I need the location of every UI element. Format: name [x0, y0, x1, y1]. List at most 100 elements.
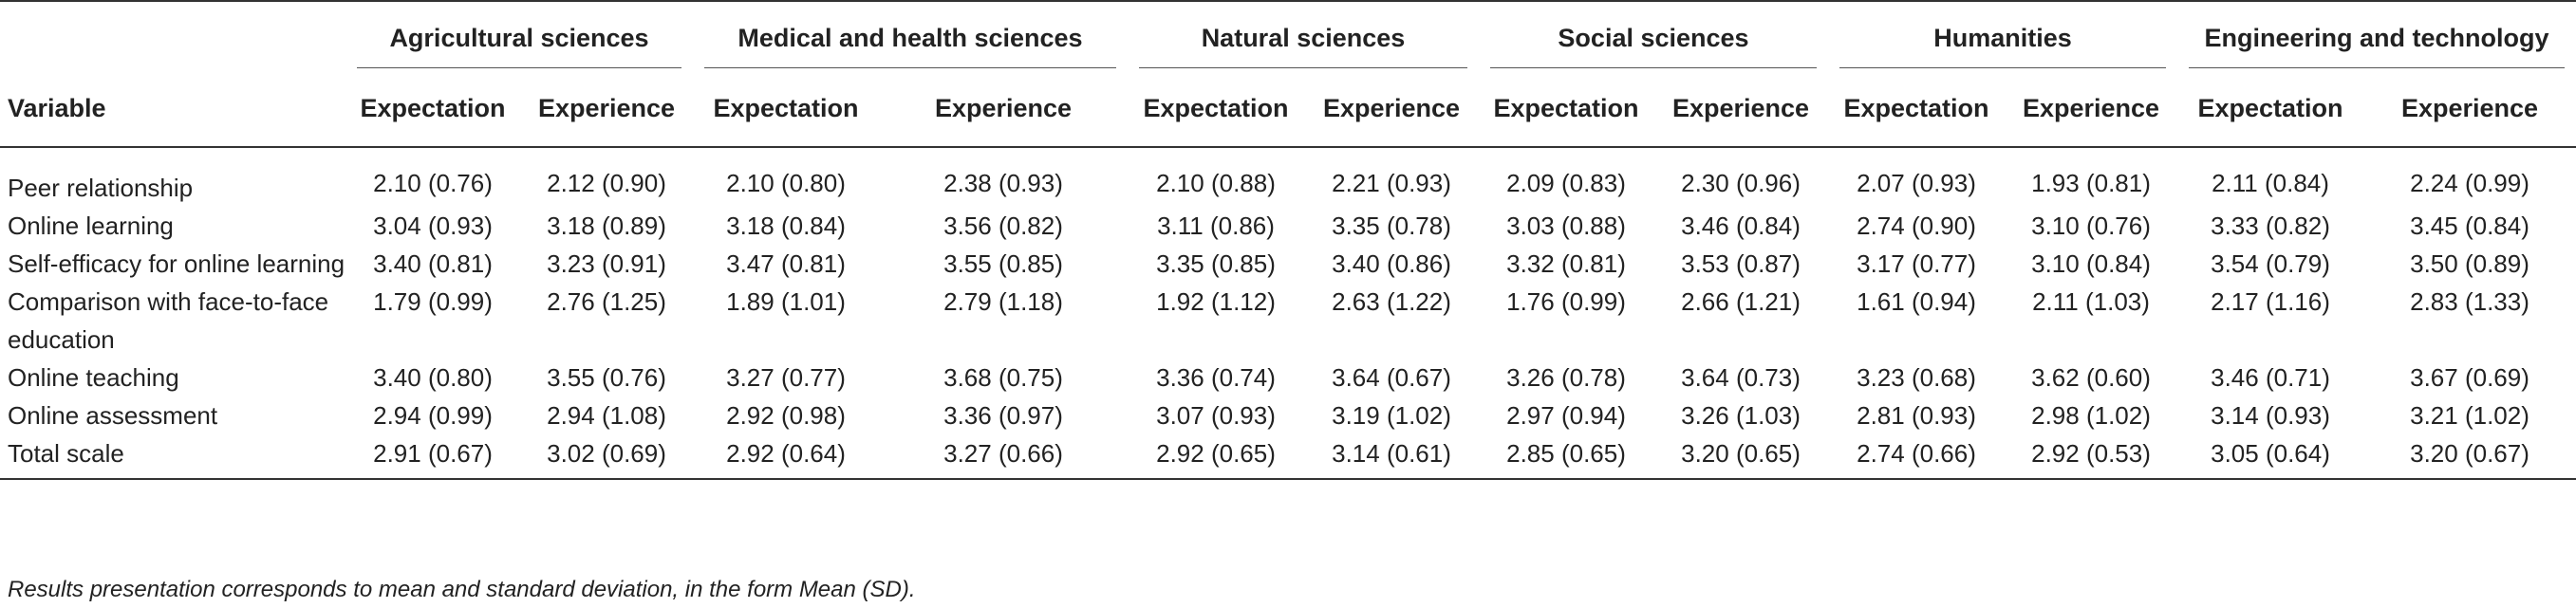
value-cell: 1.79 (0.99) — [373, 287, 493, 316]
value-cell: 3.21 (1.02) — [2410, 401, 2529, 430]
value-cell: 1.61 (0.94) — [1857, 287, 1976, 316]
group-header: Humanities — [1828, 6, 2177, 70]
table-row: Total scale 2.91 (0.67) 3.02 (0.69) 2.92… — [0, 434, 2576, 480]
table-row: Self-efficacy for online learning 3.40 (… — [0, 245, 2576, 283]
value-cell: 3.68 (0.75) — [943, 363, 1063, 392]
value-cell: 3.05 (0.64) — [2177, 434, 2363, 480]
value-cell: 2.94 (0.99) — [373, 401, 493, 430]
value-cell: 2.10 (0.88) — [1156, 169, 1276, 197]
group-header: Medical and health sciences — [693, 6, 1128, 70]
value-cell: 2.74 (0.90) — [1857, 212, 1976, 240]
experience-header: Experience — [879, 70, 1128, 148]
value-cell: 2.94 (1.08) — [547, 401, 666, 430]
table-footnote: Results presentation corresponds to mean… — [8, 577, 916, 602]
value-cell: 1.93 (0.81) — [2031, 169, 2151, 197]
variable-cell: Total scale — [0, 434, 345, 480]
group-header: Natural sciences — [1128, 6, 1479, 70]
value-cell: 2.91 (0.67) — [345, 434, 520, 480]
group-header: Engineering and technology — [2177, 6, 2576, 70]
value-cell: 2.97 (0.94) — [1506, 401, 1626, 430]
value-cell: 2.63 (1.22) — [1332, 287, 1451, 316]
value-cell: 3.54 (0.79) — [2211, 249, 2330, 278]
value-cell: 3.55 (0.76) — [547, 363, 666, 392]
value-cell: 2.11 (1.03) — [2032, 287, 2150, 316]
value-cell: 2.10 (0.80) — [726, 169, 846, 197]
value-cell: 2.07 (0.93) — [1857, 169, 1976, 197]
value-cell: 2.79 (1.18) — [943, 287, 1063, 316]
variable-cell: Online teaching — [8, 363, 179, 392]
expectation-header: Expectation — [345, 70, 520, 148]
experience-header: Experience — [2363, 70, 2576, 148]
table-row: Online teaching 3.40 (0.80) 3.55 (0.76) … — [0, 359, 2576, 396]
value-cell: 3.32 (0.81) — [1506, 249, 1626, 278]
value-cell: 2.92 (0.65) — [1128, 434, 1304, 480]
value-cell: 2.12 (0.90) — [547, 169, 666, 197]
value-cell: 3.64 (0.73) — [1681, 363, 1801, 392]
value-cell: 2.92 (0.53) — [2005, 434, 2177, 480]
expectation-header: Expectation — [693, 70, 879, 148]
table-row: Online learning 3.04 (0.93) 3.18 (0.89) … — [0, 207, 2576, 245]
value-cell: 2.24 (0.99) — [2410, 169, 2529, 197]
value-cell: 3.18 (0.84) — [726, 212, 846, 240]
value-cell: 3.11 (0.86) — [1157, 212, 1275, 240]
value-cell: 3.33 (0.82) — [2211, 212, 2330, 240]
value-cell: 3.19 (1.02) — [1332, 401, 1451, 430]
value-cell: 3.27 (0.66) — [879, 434, 1128, 480]
value-cell: 2.76 (1.25) — [547, 287, 666, 316]
value-cell: 2.83 (1.33) — [2410, 287, 2529, 316]
column-header-row: Variable Expectation Experience Expectat… — [0, 70, 2576, 148]
value-cell: 1.92 (1.12) — [1156, 287, 1276, 316]
variable-cell: Self-efficacy for online learning — [8, 249, 345, 278]
value-cell: 3.35 (0.78) — [1332, 212, 1451, 240]
variable-cell: Online learning — [8, 212, 174, 240]
group-header: Social sciences — [1479, 6, 1828, 70]
expectation-header: Expectation — [2177, 70, 2363, 148]
value-cell: 3.50 (0.89) — [2410, 249, 2529, 278]
value-cell: 2.17 (1.16) — [2211, 287, 2330, 316]
table-row: Peer relationship 2.10 (0.76) 2.12 (0.90… — [0, 147, 2576, 207]
value-cell: 2.11 (0.84) — [2212, 169, 2329, 197]
value-cell: 3.14 (0.61) — [1304, 434, 1479, 480]
value-cell: 2.21 (0.93) — [1332, 169, 1451, 197]
value-cell: 2.66 (1.21) — [1681, 287, 1801, 316]
group-header-row: Agricultural sciences Medical and health… — [0, 6, 2576, 70]
value-cell: 2.38 (0.93) — [943, 169, 1063, 197]
value-cell: 2.92 (0.98) — [726, 401, 846, 430]
group-header: Agricultural sciences — [345, 6, 693, 70]
value-cell: 2.98 (1.02) — [2031, 401, 2151, 430]
value-cell: 1.76 (0.99) — [1506, 287, 1626, 316]
value-cell: 3.23 (0.68) — [1857, 363, 1976, 392]
expectation-header: Expectation — [1828, 70, 2005, 148]
value-cell: 3.35 (0.85) — [1156, 249, 1276, 278]
empty-corner-cell — [0, 6, 345, 70]
value-cell: 3.20 (0.65) — [1653, 434, 1828, 480]
value-cell: 3.67 (0.69) — [2410, 363, 2529, 392]
results-table: Agricultural sciences Medical and health… — [0, 0, 2576, 480]
value-cell: 3.64 (0.67) — [1332, 363, 1451, 392]
value-cell: 3.03 (0.88) — [1506, 212, 1626, 240]
value-cell: 3.36 (0.97) — [943, 401, 1063, 430]
experience-header: Experience — [520, 70, 693, 148]
value-cell: 3.36 (0.74) — [1156, 363, 1276, 392]
experience-header: Experience — [1653, 70, 1828, 148]
value-cell: 3.27 (0.77) — [726, 363, 846, 392]
value-cell: 3.40 (0.86) — [1332, 249, 1451, 278]
value-cell: 3.40 (0.81) — [373, 249, 493, 278]
value-cell: 2.92 (0.64) — [693, 434, 879, 480]
value-cell: 3.55 (0.85) — [943, 249, 1063, 278]
value-cell: 3.46 (0.84) — [1681, 212, 1801, 240]
expectation-header: Expectation — [1479, 70, 1653, 148]
value-cell: 3.23 (0.91) — [547, 249, 666, 278]
value-cell: 3.02 (0.69) — [520, 434, 693, 480]
value-cell: 3.26 (1.03) — [1681, 401, 1801, 430]
value-cell: 3.17 (0.77) — [1857, 249, 1976, 278]
value-cell: 3.46 (0.71) — [2211, 363, 2330, 392]
value-cell: 3.53 (0.87) — [1681, 249, 1801, 278]
expectation-header: Expectation — [1128, 70, 1304, 148]
value-cell: 2.81 (0.93) — [1857, 401, 1976, 430]
variable-column-header: Variable — [0, 70, 345, 148]
value-cell: 1.89 (1.01) — [726, 287, 846, 316]
value-cell: 3.40 (0.80) — [373, 363, 493, 392]
value-cell: 3.10 (0.84) — [2031, 249, 2151, 278]
